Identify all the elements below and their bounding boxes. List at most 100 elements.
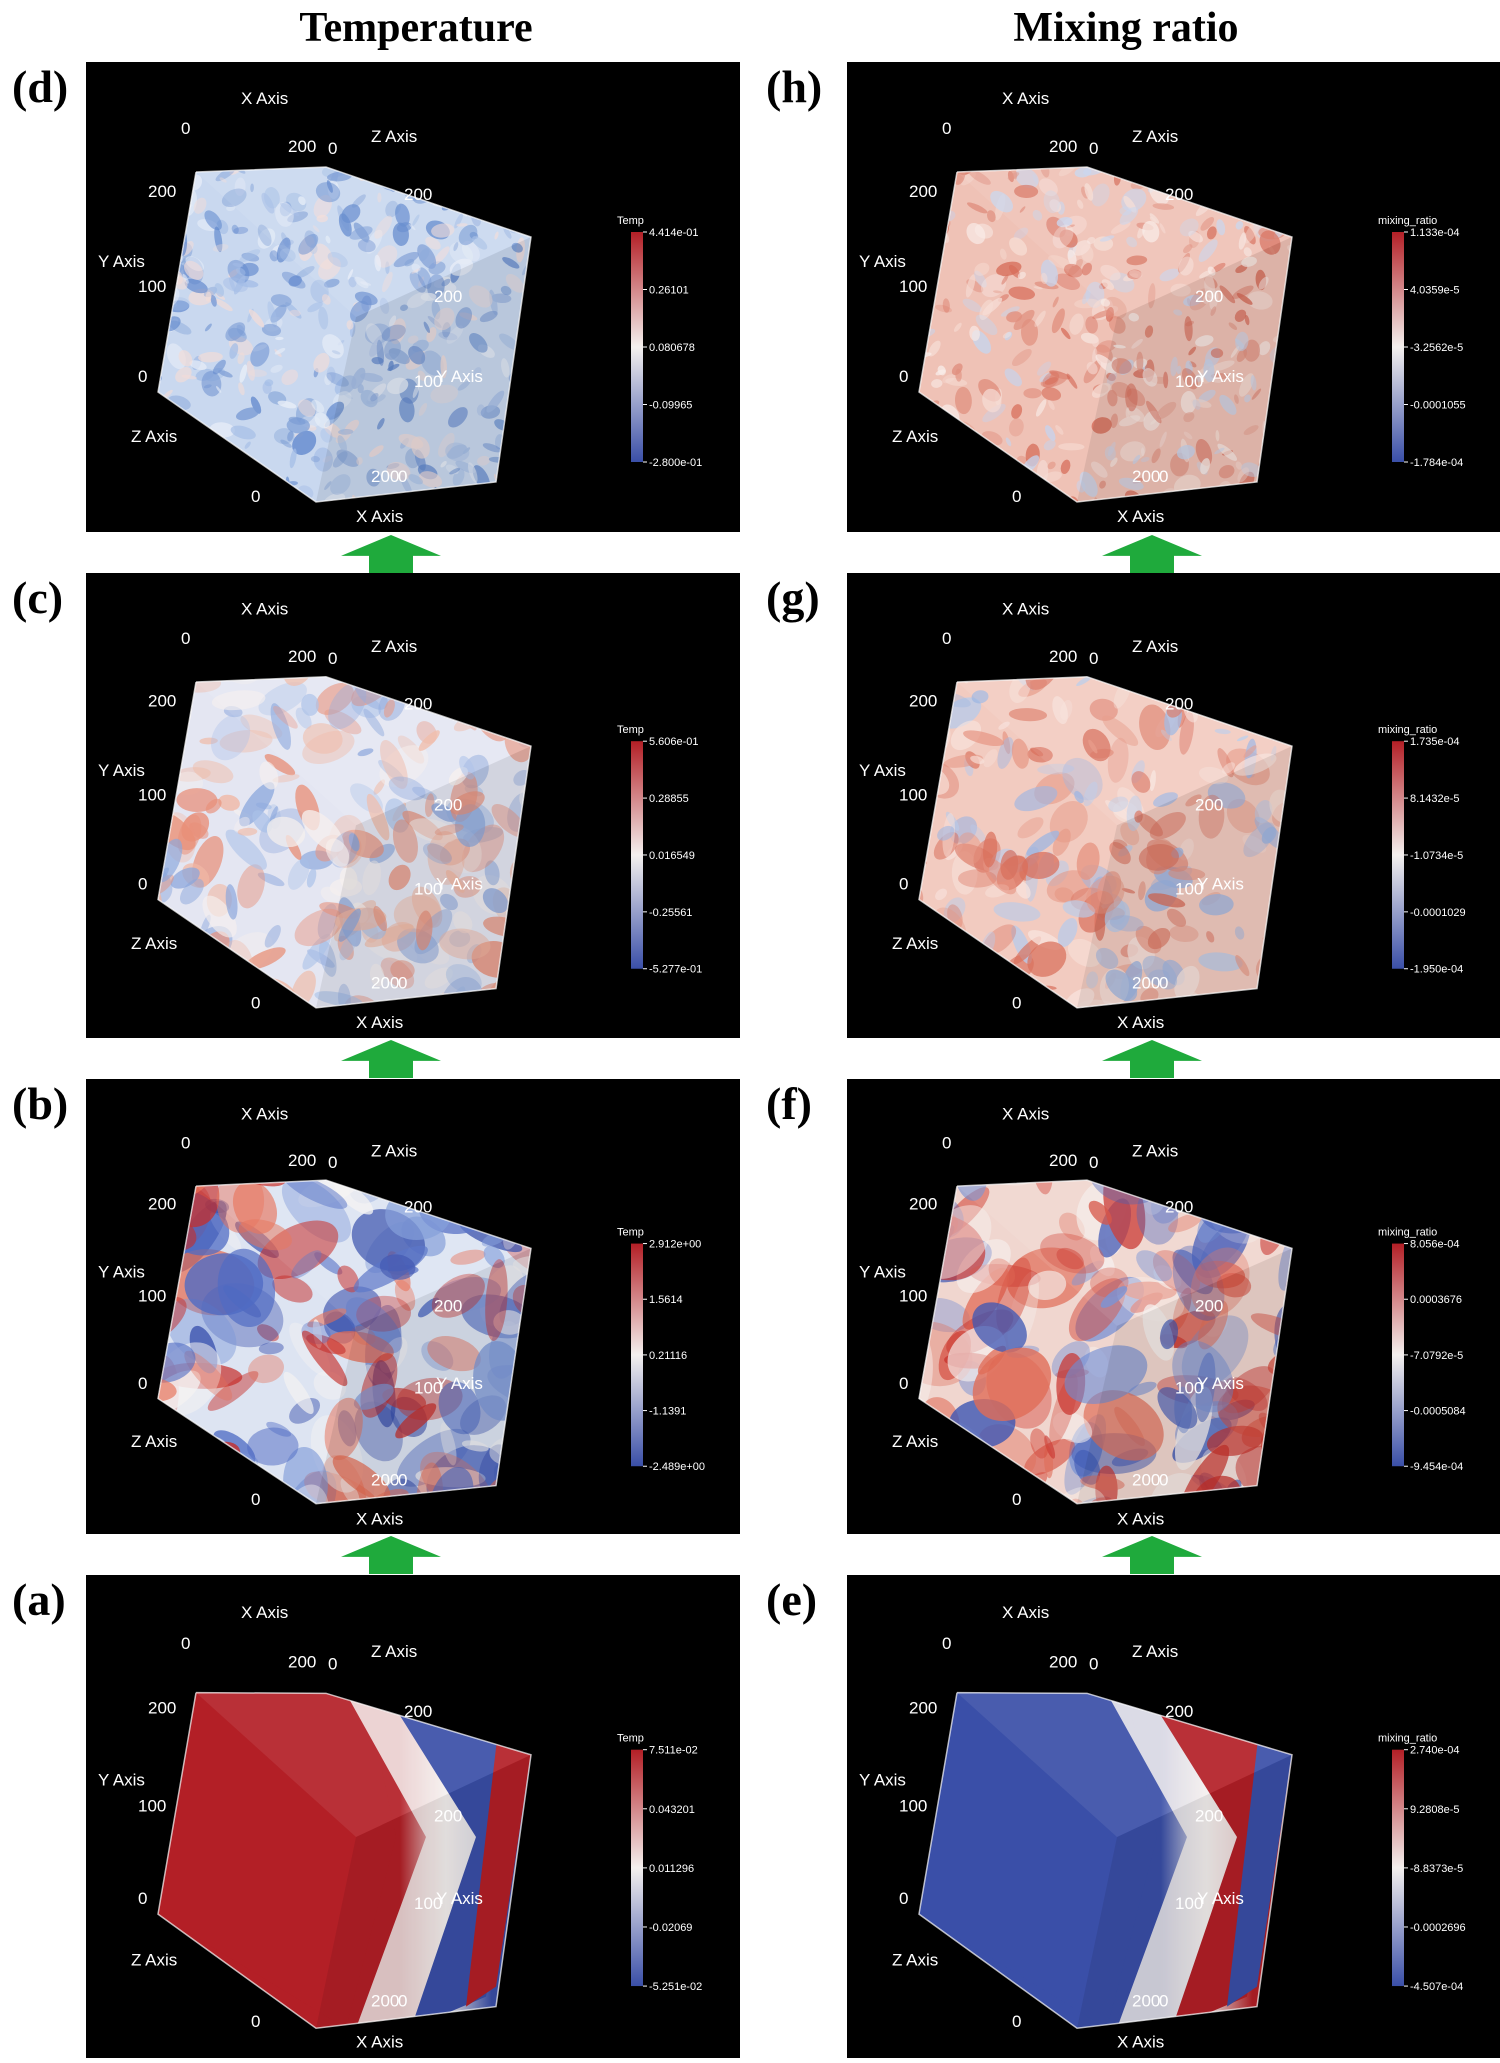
tick-100: 100: [138, 277, 166, 296]
x-axis-label-bottom: X Axis: [356, 1509, 403, 1528]
tick-0: 0: [398, 467, 407, 486]
tick-0: 0: [398, 974, 407, 993]
colorbar-tick-label: 0.26101: [649, 285, 689, 297]
tick-0: 0: [181, 1134, 190, 1153]
colorbar: [631, 1243, 643, 1467]
tick-200: 200: [1195, 1296, 1223, 1315]
y-axis-label-left: Y Axis: [859, 252, 906, 271]
tick-200: 200: [434, 287, 462, 306]
colorbar-tick-label: -1.1391: [649, 1406, 686, 1418]
y-axis-label-right: Y Axis: [436, 367, 483, 386]
colorbar-tick-label: 8.056e-04: [1410, 1239, 1460, 1251]
tick-0: 0: [899, 1889, 908, 1908]
y-axis-label-left: Y Axis: [859, 1262, 906, 1281]
y-axis-label-right: Y Axis: [436, 1889, 483, 1908]
tick-0: 0: [1089, 649, 1098, 668]
panel-c: X Axis Z Axis Y Axis Y Axis Z Axis X Axis 0 200…: [86, 573, 740, 1038]
y-axis-label-right: Y Axis: [436, 875, 483, 894]
y-axis-label-left: Y Axis: [98, 1262, 145, 1281]
x-axis-label-top: X Axis: [241, 1105, 288, 1124]
tick-200: 200: [1132, 974, 1160, 993]
colorbar-tick-label: 4.414e-01: [649, 227, 699, 239]
tick-0: 0: [942, 629, 951, 648]
tick-200: 200: [1049, 137, 1077, 156]
colorbar-title: mixing_ratio: [1378, 1227, 1437, 1239]
panel-label-h: (h): [766, 61, 823, 112]
y-axis-label-right: Y Axis: [1197, 1889, 1244, 1908]
colorbar-tick-label: 0.28855: [649, 793, 689, 805]
tick-200: 200: [1165, 1198, 1193, 1217]
progression-arrow: [1102, 1040, 1202, 1078]
colorbar: [631, 741, 643, 969]
tick-200: 200: [288, 1652, 316, 1671]
colorbar-tick-label: -0.25561: [649, 907, 692, 919]
tick-200: 200: [1049, 1652, 1077, 1671]
tick-200: 200: [404, 1702, 432, 1721]
tick-200: 200: [371, 467, 399, 486]
colorbar-tick-label: -3.2562e-5: [1410, 342, 1463, 354]
tick-100: 100: [414, 1379, 442, 1398]
tick-200: 200: [1195, 287, 1223, 306]
z-axis-label-bottom: Z Axis: [892, 1951, 938, 1970]
panel-g: X Axis Z Axis Y Axis Y Axis Z Axis X Axis 0 200…: [847, 573, 1500, 1038]
tick-0: 0: [328, 1655, 337, 1674]
tick-0: 0: [251, 993, 260, 1012]
tick-200: 200: [371, 974, 399, 993]
z-axis-label-top: Z Axis: [1132, 127, 1178, 146]
tick-0: 0: [1012, 2012, 1021, 2031]
cube-volume: [158, 167, 531, 502]
tick-0: 0: [328, 139, 337, 158]
z-axis-label-top: Z Axis: [1132, 1141, 1178, 1160]
panel-b: X Axis Z Axis Y Axis Y Axis Z Axis X Axis 0 200…: [86, 1079, 740, 1534]
z-axis-label-top: Z Axis: [1132, 637, 1178, 656]
y-axis-label-right: Y Axis: [1197, 367, 1244, 386]
x-axis-label-bottom: X Axis: [1117, 2033, 1164, 2052]
colorbar-tick-label: 0.21116: [649, 1350, 687, 1362]
z-axis-label-bottom: Z Axis: [131, 427, 177, 446]
colorbar-tick-label: 0.011296: [649, 1863, 694, 1875]
tick-0: 0: [1159, 974, 1168, 993]
tick-0: 0: [398, 1992, 407, 2011]
colorbar-tick-label: 1.133e-04: [1410, 227, 1460, 239]
colorbar-tick-label: -1.784e-04: [1410, 457, 1463, 469]
tick-200: 200: [1195, 795, 1223, 814]
tick-200: 200: [434, 795, 462, 814]
tick-0: 0: [328, 1153, 337, 1172]
z-axis-label-top: Z Axis: [371, 637, 417, 656]
colorbar-title: Temp: [617, 724, 644, 736]
colorbar-tick-label: -0.0001055: [1410, 400, 1466, 412]
y-axis-label-left: Y Axis: [98, 252, 145, 271]
tick-200: 200: [909, 692, 937, 711]
z-axis-label-bottom: Z Axis: [131, 934, 177, 953]
colorbar-tick-label: -2.489e+00: [649, 1461, 705, 1473]
tick-100: 100: [1175, 372, 1203, 391]
x-axis-label-bottom: X Axis: [1117, 1013, 1164, 1032]
colorbar-tick-label: 1.5614: [649, 1294, 683, 1306]
colorbar-tick-label: 8.1432e-5: [1410, 793, 1460, 805]
colorbar-tick-label: -0.0002696: [1410, 1922, 1466, 1934]
tick-0: 0: [1159, 467, 1168, 486]
tick-0: 0: [138, 875, 147, 894]
x-axis-label-bottom: X Axis: [356, 2033, 403, 2052]
tick-100: 100: [138, 1796, 166, 1815]
z-axis-label-bottom: Z Axis: [892, 427, 938, 446]
colorbar: [631, 1749, 643, 1987]
panel-f: X Axis Z Axis Y Axis Y Axis Z Axis X Axis 0 200…: [847, 1079, 1500, 1534]
tick-100: 100: [1175, 1379, 1203, 1398]
tick-0: 0: [181, 119, 190, 138]
tick-0: 0: [398, 1471, 407, 1490]
tick-200: 200: [909, 182, 937, 201]
colorbar: [1392, 1243, 1404, 1467]
tick-200: 200: [1132, 1471, 1160, 1490]
tick-200: 200: [288, 1151, 316, 1170]
z-axis-label-bottom: Z Axis: [131, 1951, 177, 1970]
tick-100: 100: [414, 1894, 442, 1913]
y-axis-label-right: Y Axis: [1197, 875, 1244, 894]
y-axis-label-left: Y Axis: [98, 1771, 145, 1790]
cube-volume: [919, 167, 1292, 502]
